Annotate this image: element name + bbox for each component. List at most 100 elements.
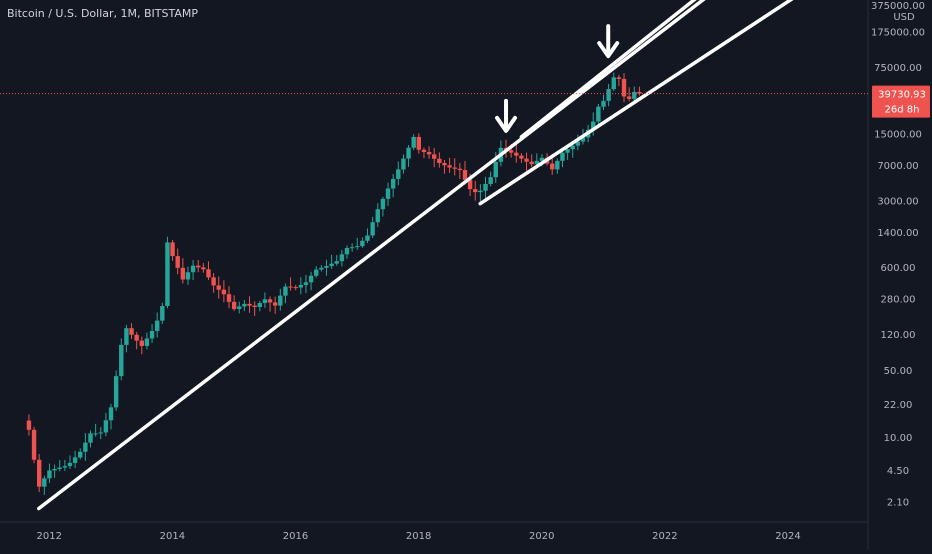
candle [626,87,632,102]
candle-body [278,295,283,306]
candle-body [237,306,242,310]
candle [406,145,411,167]
candle [621,73,627,103]
candle [390,174,396,198]
candle-body [288,286,293,288]
candle-body [401,158,406,170]
candle [175,248,180,275]
candle-body [252,305,257,308]
candle-body [580,137,586,142]
candle-body [349,247,355,249]
candle [165,236,170,309]
price-tick-label: 50.00 [884,366,913,377]
candle [396,161,401,186]
time-axis[interactable]: 2012 2014 2016 2018 2020 2022 2024 [37,531,801,542]
candle-body [549,163,555,170]
candle [437,152,442,168]
candle [257,300,262,312]
candle-body [529,161,534,165]
candle-body [334,261,339,264]
candle [314,266,319,278]
candle-body [380,198,386,210]
candle [211,273,216,293]
trendline[interactable] [37,0,716,511]
time-tick-label: 2022 [652,531,677,542]
candle [98,426,103,440]
candle-body [67,462,73,467]
candle-body [616,77,622,79]
trendline[interactable] [519,0,706,139]
candle [221,280,227,303]
candle-body [390,178,396,189]
candle [180,258,186,284]
candle-body [226,294,232,302]
candle-body [83,442,88,452]
candle-body [462,170,468,180]
candle-body [319,267,324,270]
candle [124,324,129,353]
candle [272,296,278,314]
candle-body [601,100,606,107]
candle [632,86,637,103]
candle [247,296,252,313]
chart-title: Bitcoin / U.S. Dollar, 1M, BITSTAMP [7,7,198,20]
price-tick-label: 3000.00 [877,196,918,207]
candle-body [555,160,560,170]
candle [555,158,560,174]
candle [365,228,370,244]
candle-body [144,338,150,346]
candle-body [519,155,524,159]
candle [596,103,601,125]
candle-body [539,157,545,161]
candle-body [447,165,452,168]
price-tick-label: 15000.00 [874,130,922,141]
candle-body [596,106,601,122]
candle-body [570,145,575,150]
candle-body [416,136,422,150]
price-tick-label: 22.00 [884,400,913,411]
candle [288,277,293,291]
candle-body [119,344,124,377]
price-tick-label: 10.00 [884,433,913,444]
candle [31,426,37,464]
candle [262,292,268,308]
candle [103,412,109,437]
candle [67,455,73,469]
price-tag-background [872,85,930,118]
candle-body [134,334,139,341]
candle [293,284,298,291]
candle-body [421,149,427,153]
candle-body [36,459,42,487]
candle-body [206,269,211,278]
candle [334,255,339,266]
price-axis[interactable]: 175000.00 75000.00 15000.00 7000.00 3000.00 1… [871,28,925,509]
candle [303,274,309,294]
candle-body [31,429,37,460]
candle [447,157,452,173]
candle [339,249,345,267]
candle [62,459,68,471]
arrow-head [597,41,620,59]
candle [267,296,273,312]
price-tick-label: 2.10 [887,498,909,509]
candle [283,283,288,304]
candle [426,146,432,159]
candle [529,154,534,168]
candle-body [488,177,493,184]
trendline[interactable] [478,0,805,206]
candle-body [190,265,196,273]
candle [319,265,324,272]
candle-body [514,152,519,156]
candle [483,176,488,199]
candle-body [175,256,180,268]
time-tick-label: 2016 [283,531,308,542]
candle [144,332,150,350]
candle-body [262,299,268,304]
candle-body [303,282,309,285]
candle-body [355,246,360,248]
trendlines[interactable] [37,0,806,511]
price-tag-value: 39730.93 [878,90,926,101]
candle-body [211,277,216,286]
